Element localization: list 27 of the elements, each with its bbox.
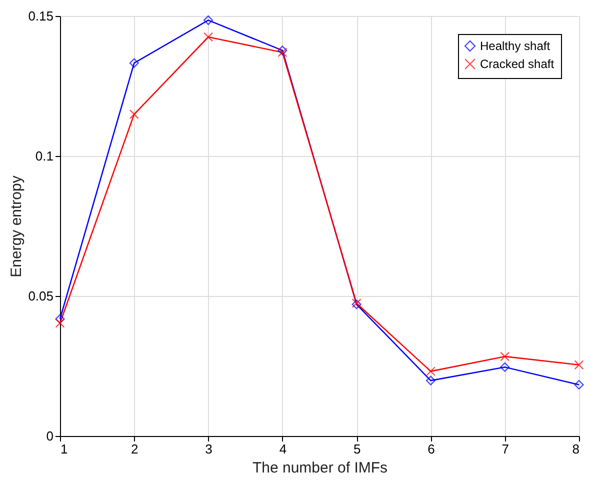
- y-tick-label: 0.1: [35, 148, 54, 164]
- x-tick-label: 4: [279, 442, 287, 456]
- x-tick-label: 7: [502, 442, 509, 456]
- point: [129, 109, 139, 120]
- x-tick-label: 1: [60, 442, 68, 456]
- legend-label: Cracked shaft: [480, 57, 555, 71]
- point: [574, 380, 584, 390]
- point: [500, 362, 510, 372]
- point: [500, 352, 510, 362]
- x-tick-label: 8: [572, 442, 580, 456]
- legend-label: Healthy shaft: [480, 39, 551, 53]
- y-tick-label: 0.15: [28, 8, 54, 24]
- x-axis-title: The number of IMFs: [252, 460, 388, 476]
- y-tick-label: 0: [46, 428, 54, 444]
- y-axis-title: Energy entropy: [8, 175, 26, 278]
- x-tick-label: 3: [205, 442, 212, 456]
- y-tick-label: 0.05: [28, 288, 54, 304]
- x-tick-label: 5: [353, 442, 361, 456]
- point: [204, 15, 214, 25]
- point: [426, 366, 436, 376]
- x-tick-label: 2: [131, 442, 138, 456]
- point: [574, 360, 584, 370]
- point: [204, 32, 214, 42]
- x-tick-label: 6: [428, 442, 435, 456]
- point: [426, 376, 436, 386]
- point: [129, 58, 139, 68]
- point: [55, 318, 65, 328]
